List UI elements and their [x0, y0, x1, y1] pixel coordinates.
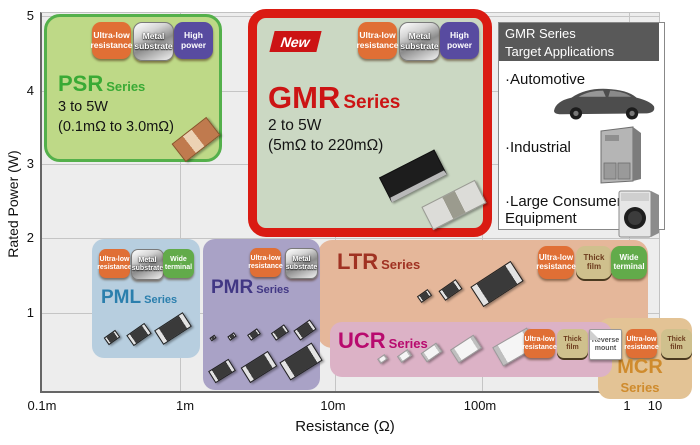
page-fold-icon [590, 330, 600, 340]
washing-machine-icon [618, 190, 659, 238]
y-tick-label: 1 [26, 305, 34, 320]
mcr-series-suffix: Series [620, 380, 660, 395]
target-applications-panel: GMR Series Target Applications ·Automoti… [498, 22, 665, 238]
ultra-low-resistance-badge: Ultra-low resistance [522, 329, 557, 358]
x-tick-label: 100m [463, 398, 497, 413]
industrial-equipment-icon [600, 126, 641, 184]
target-item-industrial: ·Industrial [505, 139, 571, 156]
target-item-automotive: ·Automotive [505, 71, 586, 88]
metal-substrate-badge: Metal substrate [399, 22, 440, 61]
mcr-series-title: MCR [617, 356, 663, 378]
reverse-mount-badge: Reverse mount [589, 329, 622, 360]
new-badge: New [269, 31, 322, 52]
thick-film-badge: Thick film [661, 329, 692, 358]
wide-terminal-badge: Wide terminal [611, 246, 647, 279]
y-tick-label: 5 [26, 8, 34, 23]
ultra-low-resistance-badge: Ultra-low resistance [90, 22, 133, 59]
ultra-low-resistance-badge: Ultra-low resistance [356, 22, 399, 59]
psr-resistance-range: (0.1mΩ to 3.0mΩ) [58, 119, 174, 135]
gmr-resistance-range: (5mΩ to 220mΩ) [268, 137, 384, 154]
y-tick-label: 2 [26, 230, 34, 245]
ltr-series-title: LTR Series [337, 249, 421, 274]
psr-series-title: PSR Series [58, 71, 146, 96]
x-tick-label: 1m [175, 398, 195, 413]
ucr-series-title: UCR Series [338, 328, 428, 353]
metal-substrate-badge: Metal substrate [131, 249, 164, 280]
high-power-badge: High power [440, 22, 479, 59]
grid-line [42, 238, 659, 239]
ultra-low-resistance-badge: Ultra-low resistance [97, 249, 132, 278]
wide-terminal-badge: Wide terminal [163, 249, 194, 278]
metal-substrate-badge: Metal substrate [133, 22, 174, 61]
target-applications-header: GMR Series Target Applications [499, 23, 659, 61]
y-tick-label: 3 [26, 156, 34, 171]
bullet: · [505, 139, 510, 156]
car-icon [554, 88, 655, 120]
ultra-low-resistance-badge: Ultra-low resistance [624, 329, 659, 358]
x-tick-label: 0.1m [27, 398, 57, 413]
thick-film-badge: Thick film [557, 329, 588, 358]
pml-series-title: PML Series [101, 287, 178, 308]
ultra-low-resistance-badge: Ultra-low resistance [536, 246, 576, 279]
ultra-low-resistance-badge: Ultra-low resistance [248, 248, 283, 277]
x-tick-label: 10m [320, 398, 346, 413]
metal-substrate-badge: Metal substrate [285, 248, 318, 279]
gmr-power-range: 2 to 5W [268, 117, 322, 134]
bullet: · [505, 193, 510, 210]
thick-film-badge: Thick film [576, 246, 612, 279]
psr-power-range: 3 to 5W [58, 99, 108, 115]
bullet: · [505, 71, 510, 88]
high-power-badge: High power [174, 22, 213, 59]
grid-line [180, 13, 181, 391]
gmr-series-title: GMR Series [268, 80, 401, 115]
x-tick-label: 1 [623, 398, 631, 413]
y-tick-label: 4 [26, 83, 34, 98]
pmr-series-title: PMR Series [211, 277, 290, 298]
target-item-large-consumer-equipment: ·Large Consumer Equipment [505, 193, 622, 228]
x-axis-title: Resistance (Ω) [295, 418, 395, 435]
x-tick-label: 10 [647, 398, 663, 413]
